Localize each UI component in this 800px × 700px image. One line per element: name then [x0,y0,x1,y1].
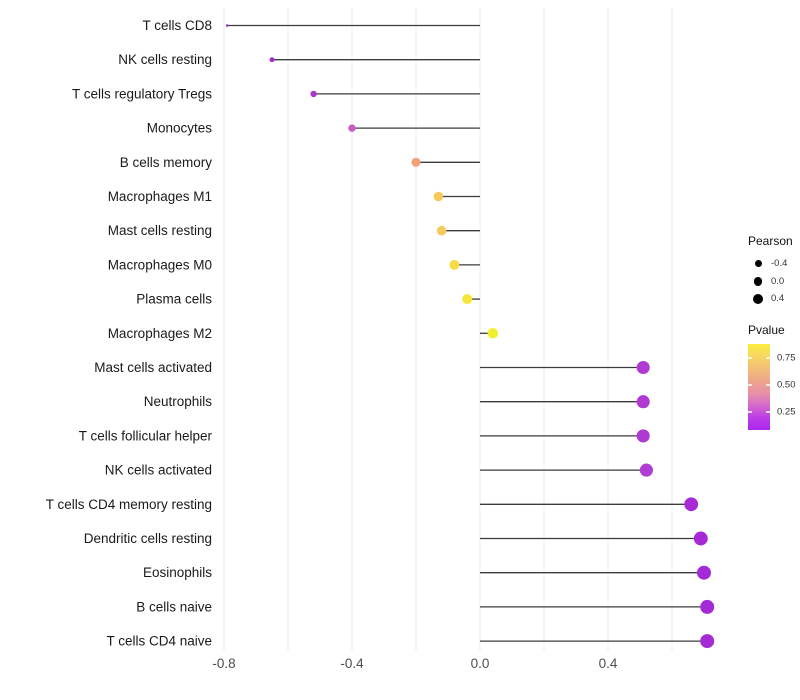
pvalue-gradient-wrap: 0.75 0.50 0.25 [748,344,800,430]
lollipop-dot [636,429,650,443]
legend-pearson-item: -0.4 [748,255,793,273]
legend-pearson-item: 0.0 [748,273,793,291]
lollipop-dot [693,531,708,546]
category-label: T cells CD4 naive [106,634,212,649]
legend-pearson-title: Pearson [748,234,793,248]
legend-pearson: Pearson -0.4 0.0 0.4 [748,234,793,308]
lollipop-dot [310,90,317,98]
category-label: Mast cells resting [108,223,212,238]
legend-size-dot [752,293,764,304]
lollipop-dot [697,565,711,580]
category-label: NK cells resting [118,52,212,67]
pvalue-bar-tick [748,411,752,413]
category-label: Plasma cells [136,292,212,307]
pvalue-bar-tick [748,384,752,386]
pvalue-bar-tick [748,357,752,359]
pvalue-bar-tick [766,357,770,359]
category-label: Dendritic cells resting [84,531,212,546]
category-label: T cells regulatory Tregs [72,86,212,101]
category-label: Macrophages M0 [108,257,212,272]
category-label: B cells memory [120,155,213,170]
category-label: Neutrophils [144,394,213,409]
x-tick-label: 0.4 [599,656,618,671]
legend-size-dot [753,276,763,286]
legend-pvalue-value: 0.50 [777,379,796,391]
lollipop-dot [700,634,715,649]
x-tick-label: 0.0 [471,656,490,671]
legend-pearson-value: 0.0 [771,275,785,287]
legend-pearson-value: 0.4 [771,293,785,305]
legend-size-dot [754,260,762,268]
pvalue-gradient-bar [748,344,770,430]
lollipop-dot [700,599,715,614]
lollipop-dot [636,395,650,409]
legend-pvalue: Pvalue 0.75 0.50 0.25 [748,323,800,430]
legend-pvalue-value: 0.25 [777,406,796,418]
lollipop-dot [487,328,499,339]
lollipop-dot [269,57,275,63]
lollipop-dot [436,225,447,236]
lollipop-dot [449,259,460,270]
lollipop-dot [433,191,444,202]
pvalue-bar-tick [766,411,770,413]
category-label: Mast cells activated [94,360,212,375]
category-label: T cells CD4 memory resting [46,497,212,512]
lollipop-dot [411,157,421,167]
category-label: Macrophages M2 [108,326,212,341]
lollipop-dot [639,463,653,477]
pvalue-bar-tick [766,384,770,386]
x-tick-label: -0.8 [212,656,235,671]
lollipop-dot [684,497,699,512]
legend-pvalue-value: 0.75 [777,352,796,364]
legend-pearson-value: -0.4 [771,258,788,270]
lollipop-dot [636,360,650,375]
legend-pearson-items: -0.4 0.0 0.4 [748,255,793,308]
category-label: T cells follicular helper [79,428,213,443]
category-label: Eosinophils [143,565,212,580]
legend-pearson-item: 0.4 [748,290,793,308]
x-tick-label: -0.4 [340,656,364,671]
category-label: NK cells activated [105,463,212,478]
category-label: Macrophages M1 [108,189,212,204]
lollipop-dot [225,24,229,27]
category-label: B cells naive [136,599,212,614]
legend-pvalue-title: Pvalue [748,323,785,337]
category-label: Monocytes [147,121,213,136]
category-label: T cells CD8 [142,18,212,33]
lollipop-dot [462,294,473,305]
lollipop-dot [348,124,356,132]
